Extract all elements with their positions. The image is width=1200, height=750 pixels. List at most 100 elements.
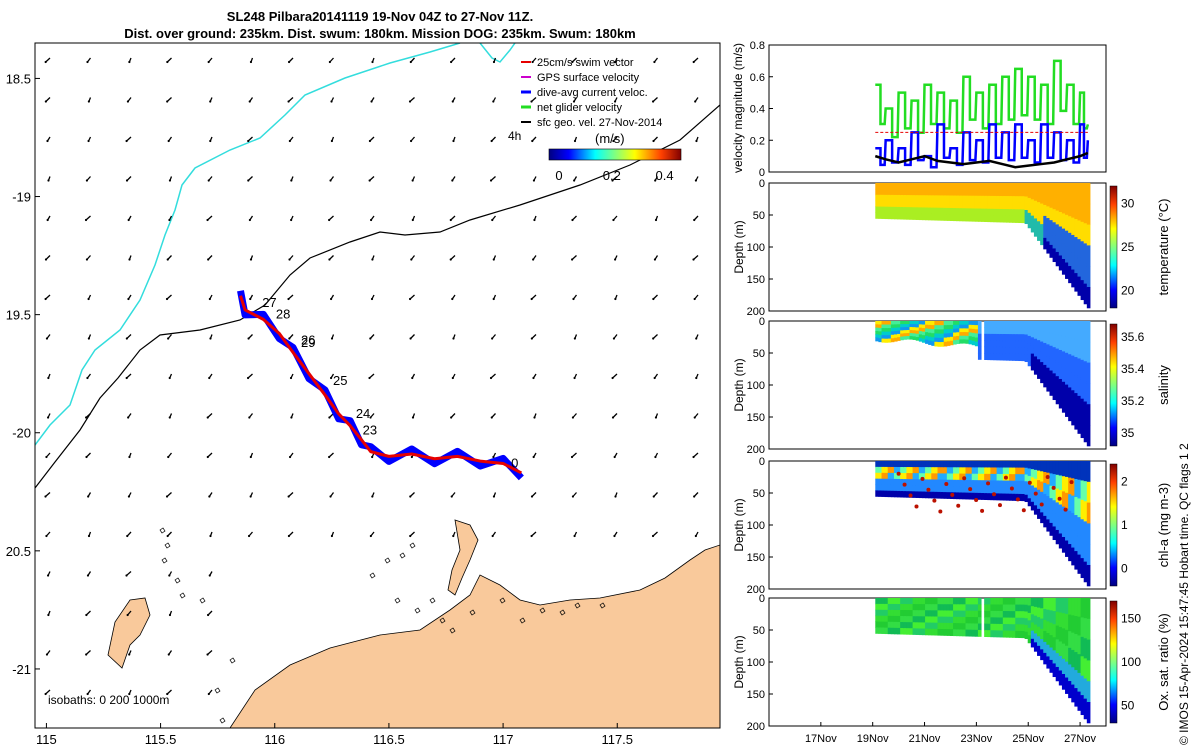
velocity-arrow-head <box>208 297 211 301</box>
section-cell <box>906 201 911 208</box>
velocity-arrow-head <box>207 692 210 696</box>
section-cell <box>1065 230 1069 248</box>
section-cell <box>1043 342 1047 355</box>
section-cell <box>977 340 982 348</box>
section-cell <box>900 213 904 220</box>
section-cell <box>993 183 998 190</box>
section-cell <box>968 629 973 637</box>
velocity-arrow-head <box>85 258 89 261</box>
section-cell <box>887 598 892 605</box>
section-cell <box>993 604 998 612</box>
land-mainland <box>229 544 720 728</box>
section-cell <box>934 491 938 499</box>
section-cell <box>931 213 935 221</box>
velocity-ylabel: velocity magnitude (m/s) <box>731 43 745 173</box>
section-cell <box>968 480 973 487</box>
section-cell <box>1058 461 1063 476</box>
section-cell <box>1027 490 1032 499</box>
section-cell <box>915 189 920 196</box>
velocity-arrow-head <box>409 337 412 340</box>
section-cell <box>900 327 904 331</box>
section-cell <box>903 327 907 331</box>
surface-velocity-arrows <box>44 57 699 696</box>
section-cell <box>909 189 914 196</box>
section-cell <box>897 598 901 605</box>
section-cell <box>1005 604 1010 612</box>
section-cell <box>909 628 914 635</box>
section-cell <box>875 324 879 329</box>
section-cell <box>934 610 938 618</box>
section-cell <box>1030 598 1035 607</box>
section-cell <box>1027 620 1032 629</box>
time-label: 4h <box>508 129 521 143</box>
section-y-tick-label-oxygen-0: 0 <box>759 593 765 605</box>
section-cell <box>1068 510 1072 528</box>
section-cell <box>878 615 883 623</box>
section-cell <box>934 325 938 330</box>
section-cell <box>962 629 966 637</box>
velocity-panel: 00.20.40.60.8 velocity magnitude (m/s) <box>731 40 1107 179</box>
section-cell <box>1074 670 1078 689</box>
section-cell <box>1046 194 1050 207</box>
section-cell <box>1024 598 1029 606</box>
section-cell <box>1002 327 1007 335</box>
section-cell <box>965 214 970 222</box>
section-cell <box>1086 523 1091 545</box>
section-cell <box>1058 321 1063 336</box>
velocity-arrow-head <box>84 218 88 222</box>
section-cell <box>974 629 979 637</box>
velocity-arrow-head <box>287 100 290 103</box>
section-cell <box>1015 604 1019 612</box>
section-cell <box>1058 255 1063 271</box>
velocity-arrow-head <box>695 376 698 380</box>
section-cell <box>1033 209 1038 219</box>
section-cell <box>987 321 991 328</box>
section-cell <box>912 461 917 468</box>
section-cell <box>1012 353 1016 361</box>
section-cell <box>921 610 926 617</box>
section-cell <box>999 333 1004 341</box>
section-cell <box>1080 241 1085 262</box>
section-cell <box>1005 487 1010 495</box>
section-cell <box>962 486 966 494</box>
section-cell <box>946 195 951 203</box>
velocity-arrow-head <box>371 495 374 498</box>
section-cell <box>1049 232 1054 246</box>
section-cell <box>1055 502 1060 517</box>
section-cell <box>1071 355 1075 374</box>
section-cell <box>1068 614 1072 632</box>
section-cell <box>897 206 901 214</box>
section-cell <box>912 183 917 190</box>
velocity-arrow-head <box>530 100 533 103</box>
section-cell <box>1086 321 1091 343</box>
section-cell <box>906 467 911 474</box>
velocity-arrow-head <box>168 613 172 617</box>
section-cell <box>1015 611 1019 619</box>
section-cell <box>984 630 988 638</box>
section-cell <box>925 195 929 202</box>
section-cell <box>987 473 991 481</box>
map-x-tick-label-1: 115.5 <box>145 732 177 747</box>
section-cell <box>1055 183 1060 198</box>
section-cell <box>956 183 960 190</box>
section-cell <box>1046 633 1050 646</box>
section-cell <box>1040 649 1044 661</box>
section-cell <box>931 628 935 636</box>
section-cell <box>903 473 907 480</box>
section-cell <box>974 189 979 197</box>
section-cell <box>928 479 932 487</box>
section-cell <box>1030 469 1035 478</box>
section-cell <box>940 183 945 190</box>
section-cell <box>940 201 945 209</box>
section-cell <box>928 473 932 480</box>
section-cell <box>1077 395 1082 416</box>
section-cell <box>909 330 914 334</box>
section-cell <box>1055 251 1060 267</box>
section-cell <box>987 493 991 501</box>
section-cell <box>1024 604 1029 613</box>
section-cell <box>1027 475 1032 484</box>
section-cell <box>953 328 957 334</box>
section-cell <box>1086 287 1091 309</box>
section-cell <box>1083 501 1088 522</box>
